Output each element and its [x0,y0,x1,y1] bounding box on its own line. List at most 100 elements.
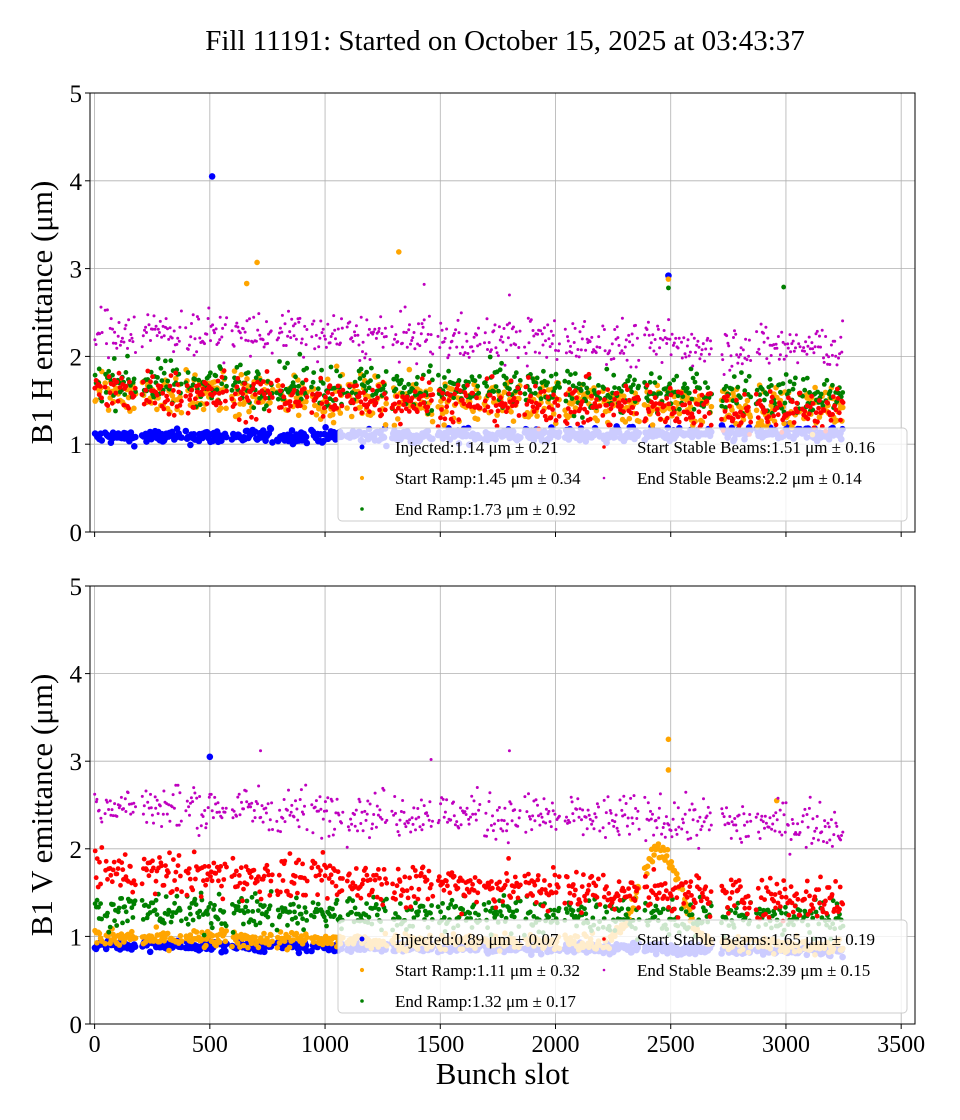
data-point [391,343,395,347]
data-point [159,863,164,869]
data-point [697,385,703,391]
data-point [255,878,260,884]
data-point [234,384,240,390]
data-point [172,878,178,883]
data-point [647,333,651,337]
data-point [162,334,166,338]
data-point [183,916,189,922]
data-point [130,915,136,920]
data-point [563,327,567,331]
data-point [245,944,251,951]
data-point [152,314,156,318]
data-point [115,346,119,350]
data-point [206,317,210,320]
data-point [455,382,461,388]
data-point [156,327,160,331]
data-point [774,405,780,411]
data-point [225,316,229,320]
data-point [366,914,372,920]
data-point [733,329,736,333]
data-point [160,390,166,396]
data-point [312,402,318,409]
data-point [524,402,530,407]
data-point [287,309,290,313]
data-point [310,379,316,385]
data-point [333,396,339,402]
data-point [694,350,697,354]
data-point [301,404,308,411]
data-point [429,333,433,337]
data-point [310,322,314,326]
data-point [526,375,531,380]
data-point [350,898,356,904]
data-point [474,395,479,401]
data-point [406,409,412,414]
data-point [505,348,508,352]
data-point [205,332,209,336]
data-point [139,392,145,397]
data-point [748,394,754,400]
data-point [578,388,584,393]
data-point [244,338,248,342]
data-point [719,403,725,409]
data-point [110,867,116,873]
data-point [438,346,442,349]
data-point [553,319,556,323]
data-point [828,417,834,423]
data-point [296,857,302,863]
data-point [168,358,174,363]
data-point [709,347,713,351]
data-point [420,904,426,909]
data-point [302,905,308,910]
data-point [396,340,400,344]
data-point [184,326,188,330]
data-point [368,358,372,361]
data-point [769,399,774,405]
data-point [783,372,789,377]
data-point [347,871,352,877]
data-point [622,399,628,405]
data-point [209,932,216,939]
data-point [108,872,114,878]
data-point [824,377,830,383]
data-point [243,330,247,334]
data-point [437,387,442,393]
data-point [221,368,227,374]
data-point [249,894,255,900]
data-point [465,382,470,388]
data-point [451,395,456,401]
data-point [103,858,109,864]
data-point [115,398,121,404]
data-point [647,379,653,385]
data-point [452,332,456,335]
data-point [497,367,503,373]
data-point [572,409,577,415]
data-point [644,382,650,388]
data-point [179,398,184,404]
data-point [358,399,364,405]
data-point [612,357,616,361]
data-point [261,338,265,342]
data-point [590,915,596,921]
data-point [262,903,267,908]
data-point [178,873,183,879]
data-point [625,378,631,384]
data-point [503,915,509,921]
data-point [196,382,202,388]
data-point [463,351,467,355]
data-point [687,354,691,358]
data-point [552,400,558,405]
data-point [198,336,202,340]
data-point [532,334,536,338]
data-point [100,331,104,334]
data-point [419,332,423,336]
data-point [125,353,130,359]
data-point [725,334,729,338]
data-point [438,909,443,915]
data-point [617,343,621,347]
data-point [292,909,297,915]
data-point [493,384,499,389]
data-point [98,384,103,389]
data-point [703,359,707,363]
data-point [369,365,374,371]
